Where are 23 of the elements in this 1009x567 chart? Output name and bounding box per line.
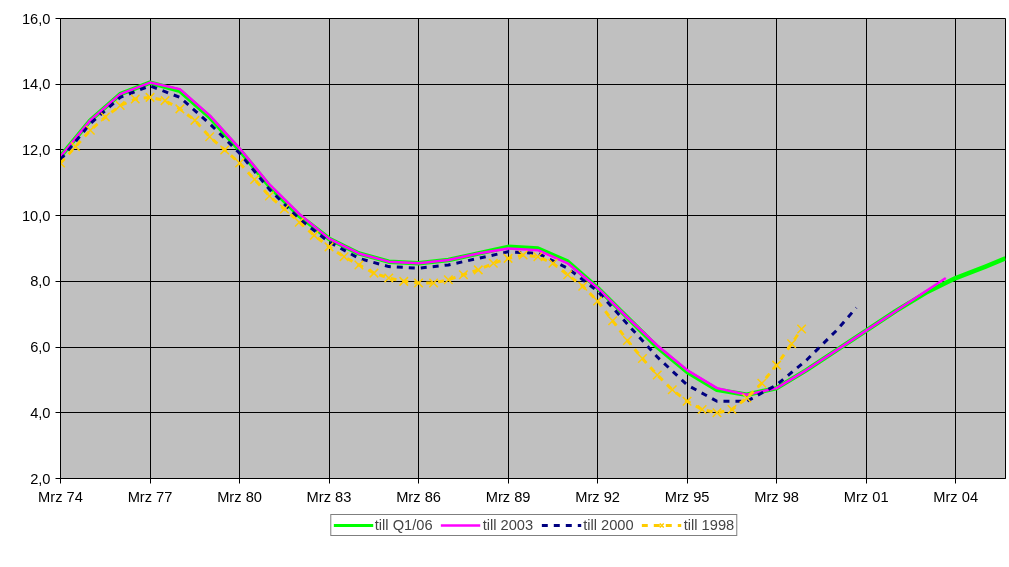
y-tick-label: 4,0 xyxy=(30,404,51,421)
y-tick-label: 14,0 xyxy=(21,76,51,93)
x-tick-label: Mrz 74 xyxy=(38,488,83,505)
x-tick-label: Mrz 92 xyxy=(575,488,621,505)
y-tick-label: 16,0 xyxy=(21,10,51,27)
y-tick-label: 2,0 xyxy=(30,470,51,487)
legend-label: till 1998 xyxy=(683,517,735,533)
x-tick-label: Mrz 95 xyxy=(664,488,710,505)
y-tick-label: 8,0 xyxy=(30,273,51,290)
x-tick-label: Mrz 77 xyxy=(127,488,173,505)
x-tick-label: Mrz 04 xyxy=(933,488,979,505)
x-tick-label: Mrz 86 xyxy=(396,488,441,505)
legend-label: till 2003 xyxy=(482,517,534,533)
legend-label: till Q1/06 xyxy=(374,517,433,533)
x-tick-label: Mrz 89 xyxy=(485,488,531,505)
x-tick-label: Mrz 01 xyxy=(843,488,889,505)
y-tick-label: 12,0 xyxy=(21,141,51,158)
legend-label: till 2000 xyxy=(583,517,634,533)
x-tick-label: Mrz 83 xyxy=(306,488,352,505)
x-tick-label: Mrz 80 xyxy=(217,488,262,505)
x-tick-label: Mrz 98 xyxy=(754,488,799,505)
y-tick-label: 10,0 xyxy=(21,207,51,224)
y-tick-label: 6,0 xyxy=(30,339,51,356)
